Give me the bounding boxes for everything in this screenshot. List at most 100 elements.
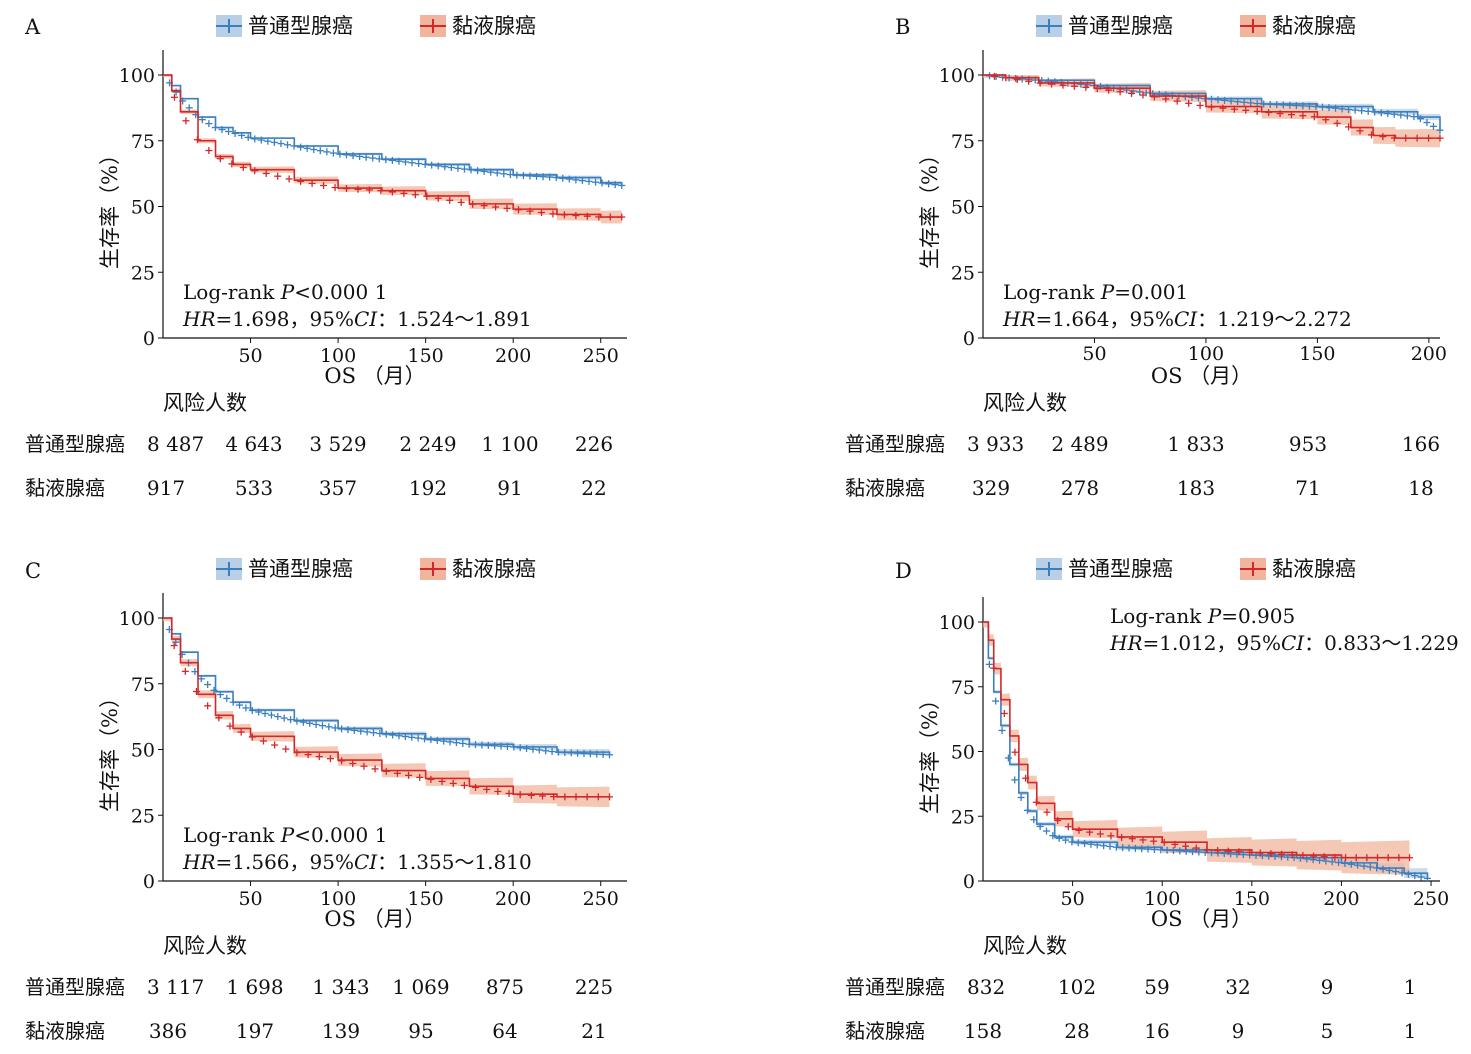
risk-cell-mucinous: 278 (1061, 476, 1099, 500)
y-axis-label: 生存率（%） (918, 689, 942, 814)
hr-value: =1.012，95% (1143, 631, 1281, 655)
risk-cell-typical: 2 489 (1051, 432, 1108, 456)
x-tick-label: 50 (1061, 888, 1085, 910)
legend-label: 普通型腺癌 (248, 14, 353, 38)
ci-label: CI (1281, 631, 1305, 655)
logrank-p: P (1207, 604, 1222, 628)
risk-cell-typical: 32 (1225, 975, 1250, 999)
censor-marks-typical (165, 625, 613, 759)
stats-annotation: Log-rank P=0.905 HR=1.012，95%CI：0.833～1.2… (1109, 604, 1459, 655)
x-tick-label: 100 (320, 345, 356, 367)
y-tick-label: 50 (131, 197, 155, 219)
risk-cell-typical: 1 698 (226, 975, 283, 999)
x-tick-label: 250 (583, 888, 619, 910)
stats-annotation: Log-rank P<0.000 1 HR=1.698，95%CI：1.524～1… (182, 280, 532, 331)
risk-table-title: 风险人数 (983, 391, 1067, 415)
hr-label: HR (182, 850, 216, 874)
series-line-mucinous (163, 617, 610, 798)
panel-letter: D (895, 559, 912, 583)
y-axis-label: 生存率（%） (98, 144, 122, 269)
risk-cell-mucinous: 197 (236, 1019, 274, 1043)
logrank-text: Log-rank P=0.905 (1110, 604, 1295, 628)
risk-cell-mucinous: 22 (581, 476, 606, 500)
y-tick-label: 50 (951, 197, 975, 219)
hr-value: =1.566，95% (216, 850, 354, 874)
logrank-value: <0.000 1 (294, 280, 387, 304)
risk-cell-typical: 3 933 (967, 432, 1024, 456)
x-axis-label: OS （月） (1151, 907, 1252, 931)
series-line-mucinous (163, 74, 622, 218)
y-tick-label: 100 (939, 612, 975, 634)
hr-text: HR=1.698，95%CI：1.524～1.891 (182, 307, 532, 331)
risk-cell-mucinous: 91 (497, 476, 522, 500)
x-tick-label: 250 (583, 345, 619, 367)
ci-band-mucinous (163, 75, 622, 224)
risk-table-title: 风险人数 (163, 391, 247, 415)
risk-row-label-typical: 普通型腺癌 (25, 975, 125, 999)
risk-cell-mucinous: 21 (581, 1019, 606, 1043)
x-tick-label: 100 (320, 888, 356, 910)
x-tick-label: 150 (408, 888, 444, 910)
risk-cell-typical: 1 100 (481, 432, 538, 456)
risk-cell-typical: 832 (967, 975, 1005, 999)
risk-cell-typical: 102 (1058, 975, 1096, 999)
logrank-text: Log-rank P<0.000 1 (183, 823, 387, 847)
censor-marks-mucinous (170, 93, 626, 221)
risk-cell-typical: 226 (575, 432, 613, 456)
risk-cell-typical: 9 (1321, 975, 1334, 999)
x-tick-label: 100 (1188, 343, 1224, 365)
legend-item-mucinous: 黏液腺癌 (1240, 14, 1356, 38)
risk-cell-mucinous: 183 (1177, 476, 1215, 500)
y-tick-label: 25 (951, 806, 975, 828)
logrank-p: P (280, 280, 295, 304)
risk-cell-mucinous: 18 (1408, 476, 1433, 500)
risk-cell-typical: 875 (486, 975, 524, 999)
stats-annotation: Log-rank P<0.000 1 HR=1.566，95%CI：1.355～1… (182, 823, 532, 874)
hr-label: HR (182, 307, 216, 331)
logrank-prefix: Log-rank (1110, 604, 1208, 628)
legend-item-mucinous: 黏液腺癌 (1240, 557, 1356, 581)
x-tick-label: 200 (495, 345, 531, 367)
risk-cell-typical: 225 (575, 975, 613, 999)
logrank-p: P (1100, 280, 1115, 304)
legend-label: 普通型腺癌 (1068, 14, 1173, 38)
y-tick-label: 100 (939, 65, 975, 87)
legend-item-typical: 普通型腺癌 (216, 14, 353, 38)
hr-text: HR=1.664，95%CI：1.219～2.272 (1002, 307, 1352, 331)
y-tick-label: 100 (119, 608, 155, 630)
censor-marks-mucinous (990, 664, 1414, 862)
legend-label: 普通型腺癌 (1068, 557, 1173, 581)
x-tick-label: 150 (408, 345, 444, 367)
logrank-text: Log-rank P<0.000 1 (183, 280, 387, 304)
y-axis-label: 生存率（%） (918, 144, 942, 269)
logrank-prefix: Log-rank (183, 280, 281, 304)
y-tick-label: 0 (963, 871, 975, 893)
risk-cell-mucinous: 5 (1321, 1019, 1334, 1043)
risk-cell-mucinous: 9 (1232, 1019, 1245, 1043)
risk-cell-typical: 59 (1144, 975, 1169, 999)
risk-row-label-typical: 普通型腺癌 (845, 975, 945, 999)
ci-band-mucinous (163, 618, 610, 808)
risk-cell-mucinous: 71 (1295, 476, 1320, 500)
panel-letter: C (25, 559, 41, 583)
censor-marks-typical (166, 79, 626, 189)
x-axis-label: OS （月） (1151, 364, 1252, 388)
risk-cell-typical: 2 249 (399, 432, 456, 456)
legend-item-mucinous: 黏液腺癌 (420, 14, 536, 38)
y-tick-label: 0 (143, 871, 155, 893)
legend-label: 黏液腺癌 (452, 557, 536, 581)
legend: 普通型腺癌 黏液腺癌 (216, 14, 536, 38)
y-tick-label: 50 (131, 740, 155, 762)
ci-range: ：0.833～1.229 (1304, 631, 1459, 655)
x-tick-label: 50 (238, 888, 262, 910)
legend: 普通型腺癌 黏液腺癌 (1036, 557, 1356, 581)
x-axis-label: OS （月） (324, 364, 425, 388)
ci-label: CI (354, 307, 378, 331)
risk-row-label-typical: 普通型腺癌 (25, 432, 125, 456)
logrank-value: =0.001 (1114, 280, 1188, 304)
risk-cell-mucinous: 95 (408, 1019, 433, 1043)
